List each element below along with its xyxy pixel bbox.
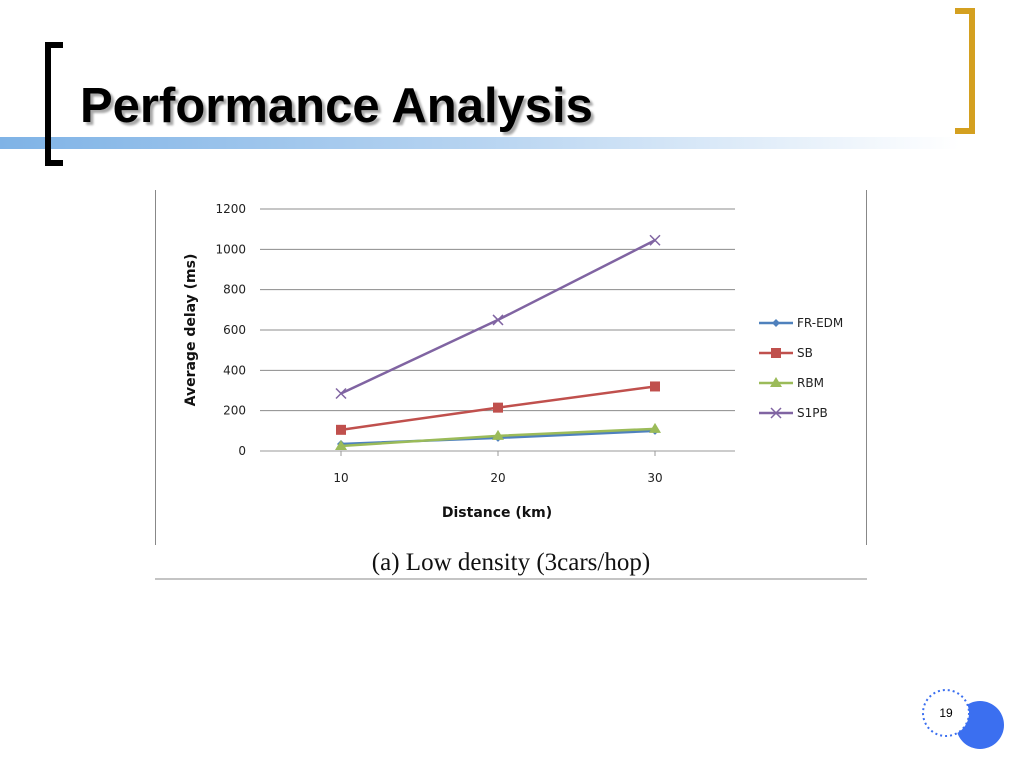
chart-caption: (a) Low density (3cars/hop)	[372, 549, 650, 576]
chart-frame: 0 200 400 600 800 1000 1200 10 20 30 FR-EDM SB RBM S…	[155, 190, 867, 580]
y-tick-label-600: 600	[223, 323, 246, 337]
gridlines	[260, 208, 735, 452]
legend-label-fr-edm: FR-EDM	[797, 316, 843, 330]
x-tick-label-20: 20	[490, 471, 505, 485]
point-rbm-10	[335, 439, 347, 450]
left-bracket-decoration	[45, 42, 63, 166]
point-s1pb-30-stroke-b	[649, 234, 661, 246]
y-tick-label-400: 400	[223, 363, 246, 377]
legend-label-rbm: RBM	[797, 376, 824, 390]
point-rbm-20	[492, 429, 504, 440]
x-tick-label-10: 10	[333, 471, 348, 485]
legend-marker-s1pb-stroke-b	[770, 407, 782, 419]
legend-label-s1pb: S1PB	[797, 406, 828, 420]
series	[335, 234, 661, 450]
slide-title: Performance Analysis	[80, 79, 593, 133]
x-tick-label-30: 30	[647, 471, 662, 485]
page-badge-ring	[922, 689, 970, 737]
point-s1pb-20	[492, 314, 504, 326]
page-number: 19	[939, 706, 953, 720]
legend-marker-fr-edm	[772, 319, 780, 327]
point-sb-10	[336, 424, 346, 435]
title-underline-stripe	[0, 137, 960, 149]
legend-marker-s1pb	[770, 407, 782, 419]
right-bracket-decoration	[955, 8, 975, 134]
legend-marker-sb	[771, 348, 781, 358]
page-badge	[922, 689, 1004, 749]
point-rbm-30	[649, 422, 661, 433]
x-axis-label: Distance (km)	[442, 505, 552, 521]
legend-marker-rbm	[770, 377, 782, 387]
legend: FR-EDM SB RBM S1PB	[759, 316, 843, 420]
y-tick-label-0: 0	[238, 444, 246, 458]
y-tick-label-200: 200	[223, 404, 246, 418]
legend-label-sb: SB	[797, 346, 813, 360]
point-sb-20	[493, 402, 503, 413]
point-s1pb-10	[335, 387, 347, 400]
point-sb-30	[650, 381, 660, 392]
y-tick-label-1200: 1200	[215, 202, 246, 216]
y-tick-label-800: 800	[223, 283, 246, 297]
point-s1pb-10-stroke-b	[335, 387, 347, 400]
axes: 0 200 400 600 800 1000 1200 10 20 30	[215, 202, 662, 485]
point-s1pb-30	[649, 234, 661, 246]
line-chart: 0 200 400 600 800 1000 1200 10 20 30 FR-EDM SB RBM S…	[155, 190, 867, 580]
y-axis-label: Average delay (ms)	[183, 254, 199, 407]
y-tick-label-1000: 1000	[215, 242, 246, 256]
point-s1pb-20-stroke-b	[492, 314, 504, 326]
